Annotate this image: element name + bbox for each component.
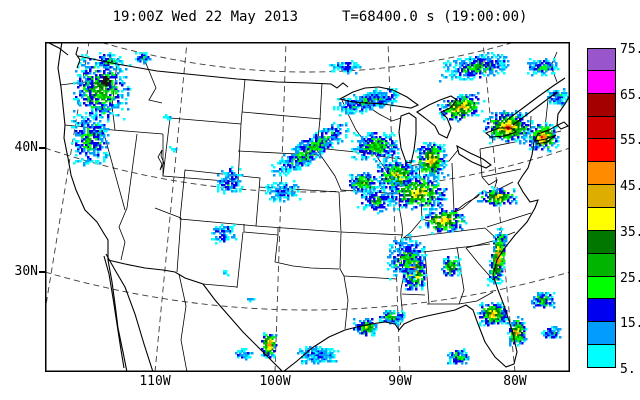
colorbar-cell xyxy=(587,48,616,71)
lake-superior xyxy=(338,86,420,109)
colorbar-tick-label: 5. xyxy=(620,362,636,377)
y-axis-label: 40N xyxy=(14,140,38,155)
gridline-100w xyxy=(274,43,287,371)
colorbar-cell xyxy=(587,344,616,368)
colorbar-cell xyxy=(587,161,616,186)
x-axis-label: 80W xyxy=(503,374,527,389)
colorbar-cell xyxy=(587,321,616,346)
graticule xyxy=(46,43,569,371)
colorbar-tick-label: 35. xyxy=(620,224,640,240)
colorbar-cell xyxy=(587,69,616,94)
pacific-coast xyxy=(57,43,128,371)
gridline-80w xyxy=(482,43,516,371)
gridline-30n xyxy=(46,271,569,311)
colorbar-cell xyxy=(587,298,616,323)
gridline-110w xyxy=(154,43,188,371)
lake-michigan xyxy=(398,112,417,164)
y-axis-label: 30N xyxy=(14,264,38,279)
map-plot-area xyxy=(45,42,570,372)
lake-huron xyxy=(416,95,458,139)
colorbar-tick-label: 45. xyxy=(620,179,640,195)
vancouver-island xyxy=(48,43,69,56)
colorbar-cell xyxy=(587,275,616,300)
figure-title: 19:00Z Wed 22 May 2013 T=68400.0 s (19:0… xyxy=(0,9,640,25)
map-frame xyxy=(45,42,570,372)
st-lawrence-river xyxy=(506,77,566,126)
colorbar-cell xyxy=(587,115,616,140)
colorbar-cell xyxy=(587,252,616,277)
x-axis-label: 110W xyxy=(139,374,171,389)
colorbar-cell xyxy=(587,229,616,254)
colorbar-tick-label: 65. xyxy=(620,87,640,103)
gridline-40n xyxy=(46,147,569,193)
y-axis-tick xyxy=(39,271,45,273)
colorbar-cell xyxy=(587,207,616,231)
mexico-border-rio-grande xyxy=(107,259,283,371)
x-axis-label: 100W xyxy=(259,374,291,389)
gulf-of-california xyxy=(103,253,154,371)
gulf-atlantic-coast xyxy=(283,96,569,371)
x-axis-label: 90W xyxy=(388,374,412,389)
radar-echoes xyxy=(71,52,569,365)
colorbar-cell xyxy=(587,92,616,117)
colorbar-tick-label: 15. xyxy=(620,316,640,332)
colorbar-cell xyxy=(587,138,616,163)
colorbar-cell xyxy=(587,184,616,208)
colorbar-tick-label: 25. xyxy=(620,270,640,286)
colorbar-tick-label: 55. xyxy=(620,133,640,149)
canada-border xyxy=(77,55,349,89)
lake-erie xyxy=(456,144,492,169)
lake-ontario xyxy=(484,127,518,138)
puget-sound xyxy=(75,46,81,69)
y-axis-tick xyxy=(39,147,45,149)
colorbar-tick-label: 75. xyxy=(620,42,640,57)
coastlines xyxy=(48,43,569,371)
long-island xyxy=(534,134,557,145)
title-model-time: T=68400.0 s (19:00:00) xyxy=(342,9,528,25)
title-datetime: 19:00Z Wed 22 May 2013 xyxy=(112,9,298,25)
